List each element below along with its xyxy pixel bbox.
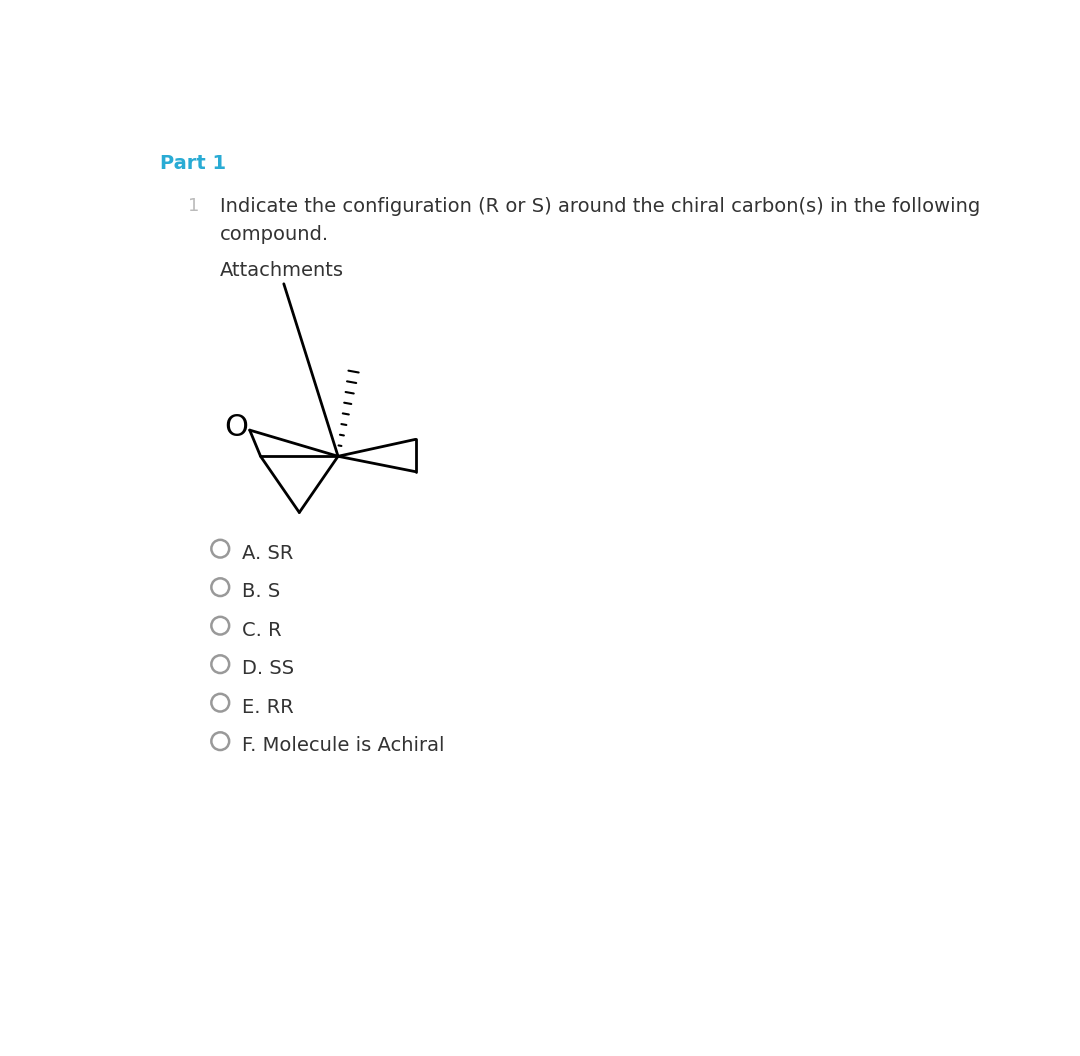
Text: D. SS: D. SS [242,659,294,678]
Text: A. SR: A. SR [242,544,294,563]
Text: Indicate the configuration (R or S) around the chiral carbon(s) in the following: Indicate the configuration (R or S) arou… [220,196,981,215]
Text: F. Molecule is Achiral: F. Molecule is Achiral [242,736,445,755]
Text: compound.: compound. [220,225,329,244]
Text: C. R: C. R [242,621,282,640]
Text: B. S: B. S [242,582,280,601]
Text: 1: 1 [188,196,199,214]
Text: Part 1: Part 1 [160,154,226,173]
Text: E. RR: E. RR [242,698,294,717]
Text: Attachments: Attachments [220,261,345,280]
Text: O: O [224,413,247,441]
